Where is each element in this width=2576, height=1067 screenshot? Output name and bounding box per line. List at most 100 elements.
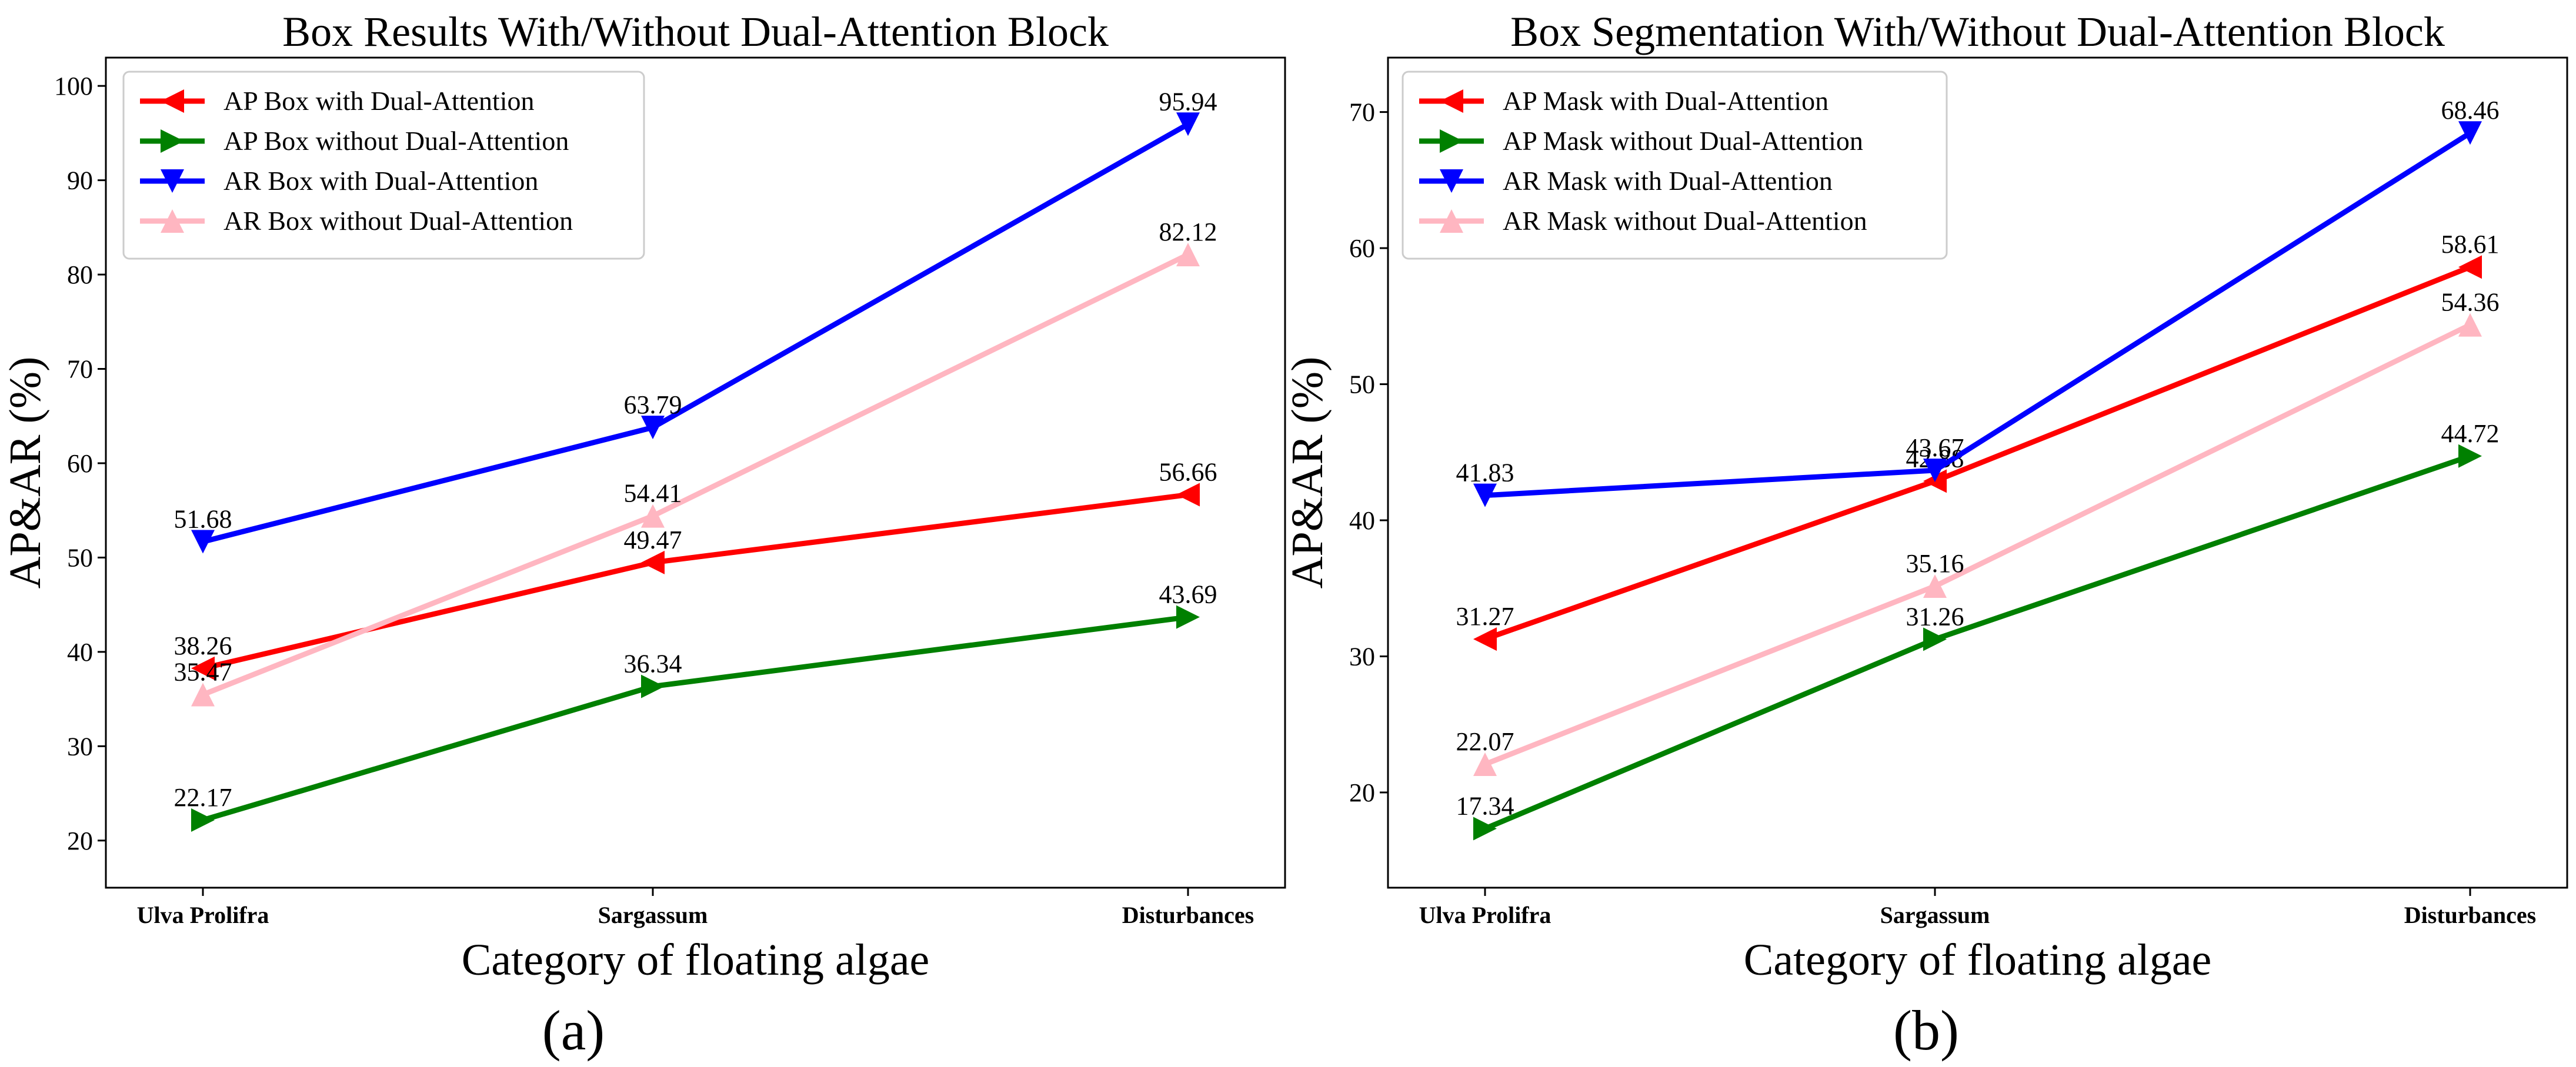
data-point-marker (1176, 243, 1200, 267)
figure-caption: (a) (542, 999, 605, 1062)
data-point-marker (1923, 627, 1947, 651)
legend-swatch-marker (161, 89, 184, 113)
data-label: 36.34 (624, 650, 682, 678)
data-point-marker (1176, 112, 1200, 136)
chart-title: Box Results With/Without Dual-Attention … (282, 8, 1109, 55)
data-label: 68.46 (2441, 96, 2500, 125)
y-tick-label: 100 (54, 72, 93, 101)
series-line-4 (202, 252, 1189, 697)
x-axis-label: Category of floating algae (1744, 935, 2212, 985)
y-tick-label: 20 (1349, 778, 1375, 807)
data-label: 35.47 (174, 658, 232, 687)
data-point-marker (2458, 444, 2482, 468)
legend-entry: AP Box with Dual-Attention (223, 86, 535, 116)
data-label: 35.16 (1906, 549, 1964, 578)
chart-panel-b: Box Segmentation With/Without Dual-Atten… (1283, 8, 2568, 1062)
y-tick-label: 70 (1349, 98, 1375, 127)
legend-entry: AP Mask without Dual-Attention (1503, 126, 1863, 156)
y-tick-label: 30 (1349, 642, 1375, 671)
y-axis-label: AP&AR (%) (1283, 357, 1332, 589)
y-tick-label: 60 (67, 449, 93, 478)
legend-entry: AP Box without Dual-Attention (223, 126, 569, 156)
series-line-2 (1484, 453, 2471, 831)
legend-box (122, 71, 645, 260)
data-point-marker (641, 550, 665, 574)
y-tick-label: 30 (67, 732, 93, 761)
y-tick-label: 50 (1349, 370, 1375, 399)
y-tick-label: 20 (67, 827, 93, 855)
data-point-marker (1923, 574, 1947, 598)
series-line-4 (1484, 322, 2471, 767)
data-label: 58.61 (2441, 230, 2500, 259)
legend-swatch-marker (161, 209, 184, 233)
legend-entry: AR Box without Dual-Attention (223, 206, 573, 236)
y-tick-label: 40 (1349, 506, 1375, 535)
data-point-marker (1176, 605, 1200, 629)
data-label: 22.17 (174, 783, 232, 812)
data-label: 56.66 (1159, 458, 1217, 487)
data-point-marker (2458, 121, 2482, 145)
legend-box (1402, 71, 1948, 260)
legend-swatch-marker (1440, 209, 1463, 233)
data-point-marker (191, 656, 215, 680)
x-tick-label: Ulva Prolifra (137, 902, 269, 928)
data-label: 51.68 (174, 504, 232, 533)
legend-entry: AP Mask with Dual-Attention (1503, 86, 1828, 116)
data-point-marker (191, 530, 215, 554)
data-label: 31.27 (1456, 602, 1514, 631)
figure-caption: (b) (1893, 999, 1959, 1062)
plot-frame (1387, 56, 2568, 889)
data-point-marker (191, 683, 215, 707)
chart-title: Box Segmentation With/Without Dual-Atten… (1510, 8, 2445, 55)
legend-entry: AR Mask without Dual-Attention (1503, 206, 1867, 236)
data-label: 82.12 (1159, 218, 1217, 246)
legend-entry: AR Box with Dual-Attention (223, 166, 538, 196)
data-point-marker (641, 416, 665, 440)
data-point-marker (2458, 313, 2482, 337)
data-label: 41.83 (1456, 459, 1514, 487)
legend-swatch-marker (1440, 129, 1463, 153)
data-label: 54.41 (624, 479, 682, 508)
series-line-2 (202, 614, 1189, 823)
x-tick-label: Disturbances (1122, 902, 1254, 928)
data-label: 54.36 (2441, 288, 2500, 317)
data-point-marker (641, 504, 665, 528)
data-label: 63.79 (624, 390, 682, 419)
legend: AP Mask with Dual-Attention AP Mask witho… (1402, 71, 1948, 260)
data-point-marker (1176, 483, 1200, 507)
data-label: 31.26 (1906, 602, 1964, 631)
legend-swatch-marker (1440, 169, 1463, 193)
data-label: 22.07 (1456, 727, 1514, 756)
y-axis-label: AP&AR (%) (1, 357, 50, 589)
x-axis-label: Category of floating algae (462, 935, 930, 985)
data-label: 43.67 (1906, 433, 1964, 462)
data-point-marker (2458, 255, 2482, 279)
series-line-1 (202, 492, 1189, 671)
data-point-marker (1473, 483, 1497, 507)
legend: AP Box with Dual-Attention AP Box without… (122, 71, 645, 260)
legend-swatch-marker (1440, 89, 1463, 113)
data-label: 44.72 (2441, 419, 2500, 448)
x-tick-label: Disturbances (2404, 902, 2536, 928)
data-label: 38.26 (174, 631, 232, 660)
x-tick-label: Sargassum (1880, 902, 1990, 928)
data-label: 43.69 (1159, 580, 1217, 609)
y-tick-label: 40 (67, 638, 93, 667)
legend-entry: AR Mask with Dual-Attention (1503, 166, 1833, 196)
plot-frame (105, 56, 1286, 889)
y-tick-label: 70 (67, 355, 93, 384)
x-tick-label: Ulva Prolifra (1419, 902, 1551, 928)
legend-swatch-marker (161, 169, 184, 193)
chart-panel-a: Box Results With/Without Dual-Attention … (1, 8, 1286, 1062)
data-point-marker (1473, 627, 1497, 651)
data-point-marker (641, 674, 665, 698)
x-tick-label: Sargassum (598, 902, 708, 928)
y-tick-label: 80 (67, 260, 93, 289)
series-line-1 (1484, 265, 2471, 642)
y-tick-label: 90 (67, 166, 93, 195)
data-label: 17.34 (1456, 792, 1514, 821)
data-point-marker (1923, 459, 1947, 483)
y-tick-label: 60 (1349, 234, 1375, 263)
data-label: 95.94 (1159, 87, 1217, 116)
